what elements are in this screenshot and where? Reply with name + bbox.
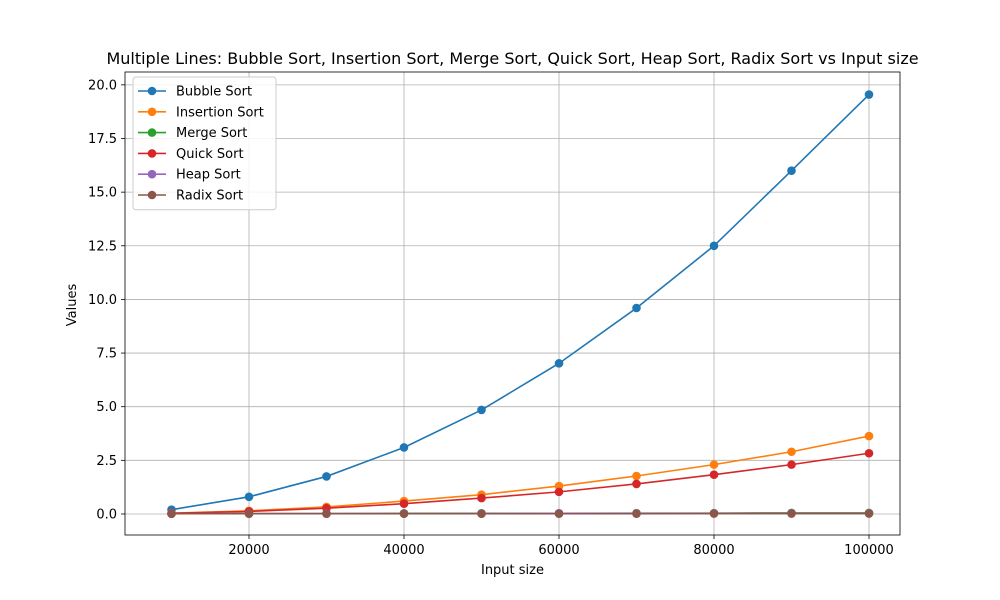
legend: Bubble Sort Insertion Sort Merge Sort Quick… bbox=[132, 76, 277, 211]
y-tick-label: 5.0 bbox=[96, 400, 117, 415]
data-point-radix-sort bbox=[399, 509, 409, 519]
data-point-insertion-sort bbox=[709, 460, 719, 469]
data-point-insertion-sort bbox=[787, 447, 796, 457]
legend-swatch-marker bbox=[147, 128, 157, 137]
series-bubble-sort bbox=[167, 90, 874, 514]
data-point-quick-sort bbox=[399, 499, 409, 508]
data-point-quick-sort bbox=[477, 493, 486, 503]
data-point-insertion-sort bbox=[864, 431, 874, 441]
legend-swatch-marker bbox=[147, 107, 157, 117]
data-point-radix-sort bbox=[167, 509, 176, 519]
data-point-bubble-sort bbox=[864, 90, 874, 99]
data-point-radix-sort bbox=[322, 509, 331, 519]
plot-frame bbox=[124, 71, 901, 536]
x-tick-label: 20000 bbox=[228, 543, 269, 558]
data-point-insertion-sort bbox=[632, 471, 641, 481]
legend-label: Radix Sort bbox=[176, 189, 243, 204]
data-point-radix-sort bbox=[554, 509, 564, 519]
y-tick-label: 2.5 bbox=[96, 454, 117, 469]
data-point-radix-sort bbox=[709, 509, 719, 518]
legend-item-quick-sort: Quick Sort bbox=[138, 147, 244, 162]
legend-label: Heap Sort bbox=[176, 168, 241, 183]
y-tick-label: 10.0 bbox=[88, 293, 117, 308]
data-point-radix-sort bbox=[244, 509, 254, 519]
series-lines bbox=[167, 90, 874, 519]
data-point-quick-sort bbox=[554, 487, 564, 497]
legend-label: Insertion Sort bbox=[176, 105, 264, 120]
y-tick-label: 12.5 bbox=[88, 239, 117, 254]
x-tick-label: 100000 bbox=[844, 543, 894, 558]
legend-item-radix-sort: Radix Sort bbox=[138, 189, 243, 204]
series-radix-sort bbox=[167, 509, 874, 519]
legend-swatch-marker bbox=[147, 169, 157, 179]
legend-label: Merge Sort bbox=[176, 126, 247, 141]
data-point-quick-sort bbox=[787, 460, 796, 469]
data-point-quick-sort bbox=[632, 479, 641, 489]
series-line-quick-sort bbox=[171, 452, 870, 515]
legend-swatch-marker bbox=[147, 190, 157, 200]
data-point-bubble-sort bbox=[322, 472, 331, 481]
data-point-radix-sort bbox=[864, 509, 874, 518]
x-axis-label: Input size bbox=[481, 563, 544, 578]
y-tick-label: 20.0 bbox=[88, 78, 117, 93]
y-tick-label: 17.5 bbox=[88, 132, 117, 147]
data-point-radix-sort bbox=[477, 509, 486, 519]
x-tick-label: 40000 bbox=[383, 543, 424, 558]
legend-swatch-marker bbox=[147, 149, 157, 158]
legend-item-insertion-sort: Insertion Sort bbox=[138, 105, 264, 120]
legend-item-heap-sort: Heap Sort bbox=[138, 168, 241, 183]
legend-label: Bubble Sort bbox=[176, 85, 252, 100]
legend-swatch-marker bbox=[147, 86, 157, 96]
data-point-radix-sort bbox=[787, 509, 796, 518]
legend-item-merge-sort: Merge Sort bbox=[138, 126, 247, 141]
series-quick-sort bbox=[167, 448, 874, 518]
data-point-bubble-sort bbox=[244, 492, 254, 502]
data-point-bubble-sort bbox=[554, 359, 564, 368]
data-point-bubble-sort bbox=[709, 241, 719, 251]
series-line-bubble-sort bbox=[171, 93, 870, 511]
series-line-insertion-sort bbox=[171, 435, 870, 514]
x-tick-label: 60000 bbox=[538, 543, 579, 558]
y-tick-label: 0.0 bbox=[96, 507, 117, 522]
data-point-bubble-sort bbox=[399, 443, 409, 452]
data-point-quick-sort bbox=[864, 448, 874, 458]
y-tick-label: 15.0 bbox=[88, 186, 117, 201]
legend-label: Quick Sort bbox=[176, 147, 244, 162]
grid bbox=[125, 72, 900, 535]
axis-ticks: 20000 40000 60000 80000 100000 0.0 2.5 5.0 7.5 10… bbox=[88, 78, 894, 558]
y-tick-label: 7.5 bbox=[96, 347, 117, 362]
x-tick-label: 80000 bbox=[693, 543, 734, 558]
legend-item-bubble-sort: Bubble Sort bbox=[138, 85, 252, 100]
data-point-radix-sort bbox=[632, 509, 641, 519]
data-point-quick-sort bbox=[709, 470, 719, 480]
y-axis-label: Values bbox=[65, 284, 80, 327]
chart-title: Multiple Lines: Bubble Sort, Insertion S… bbox=[106, 49, 918, 68]
data-point-bubble-sort bbox=[787, 166, 796, 175]
data-point-bubble-sort bbox=[632, 303, 641, 313]
legend-box bbox=[132, 76, 277, 211]
data-point-bubble-sort bbox=[477, 405, 486, 415]
